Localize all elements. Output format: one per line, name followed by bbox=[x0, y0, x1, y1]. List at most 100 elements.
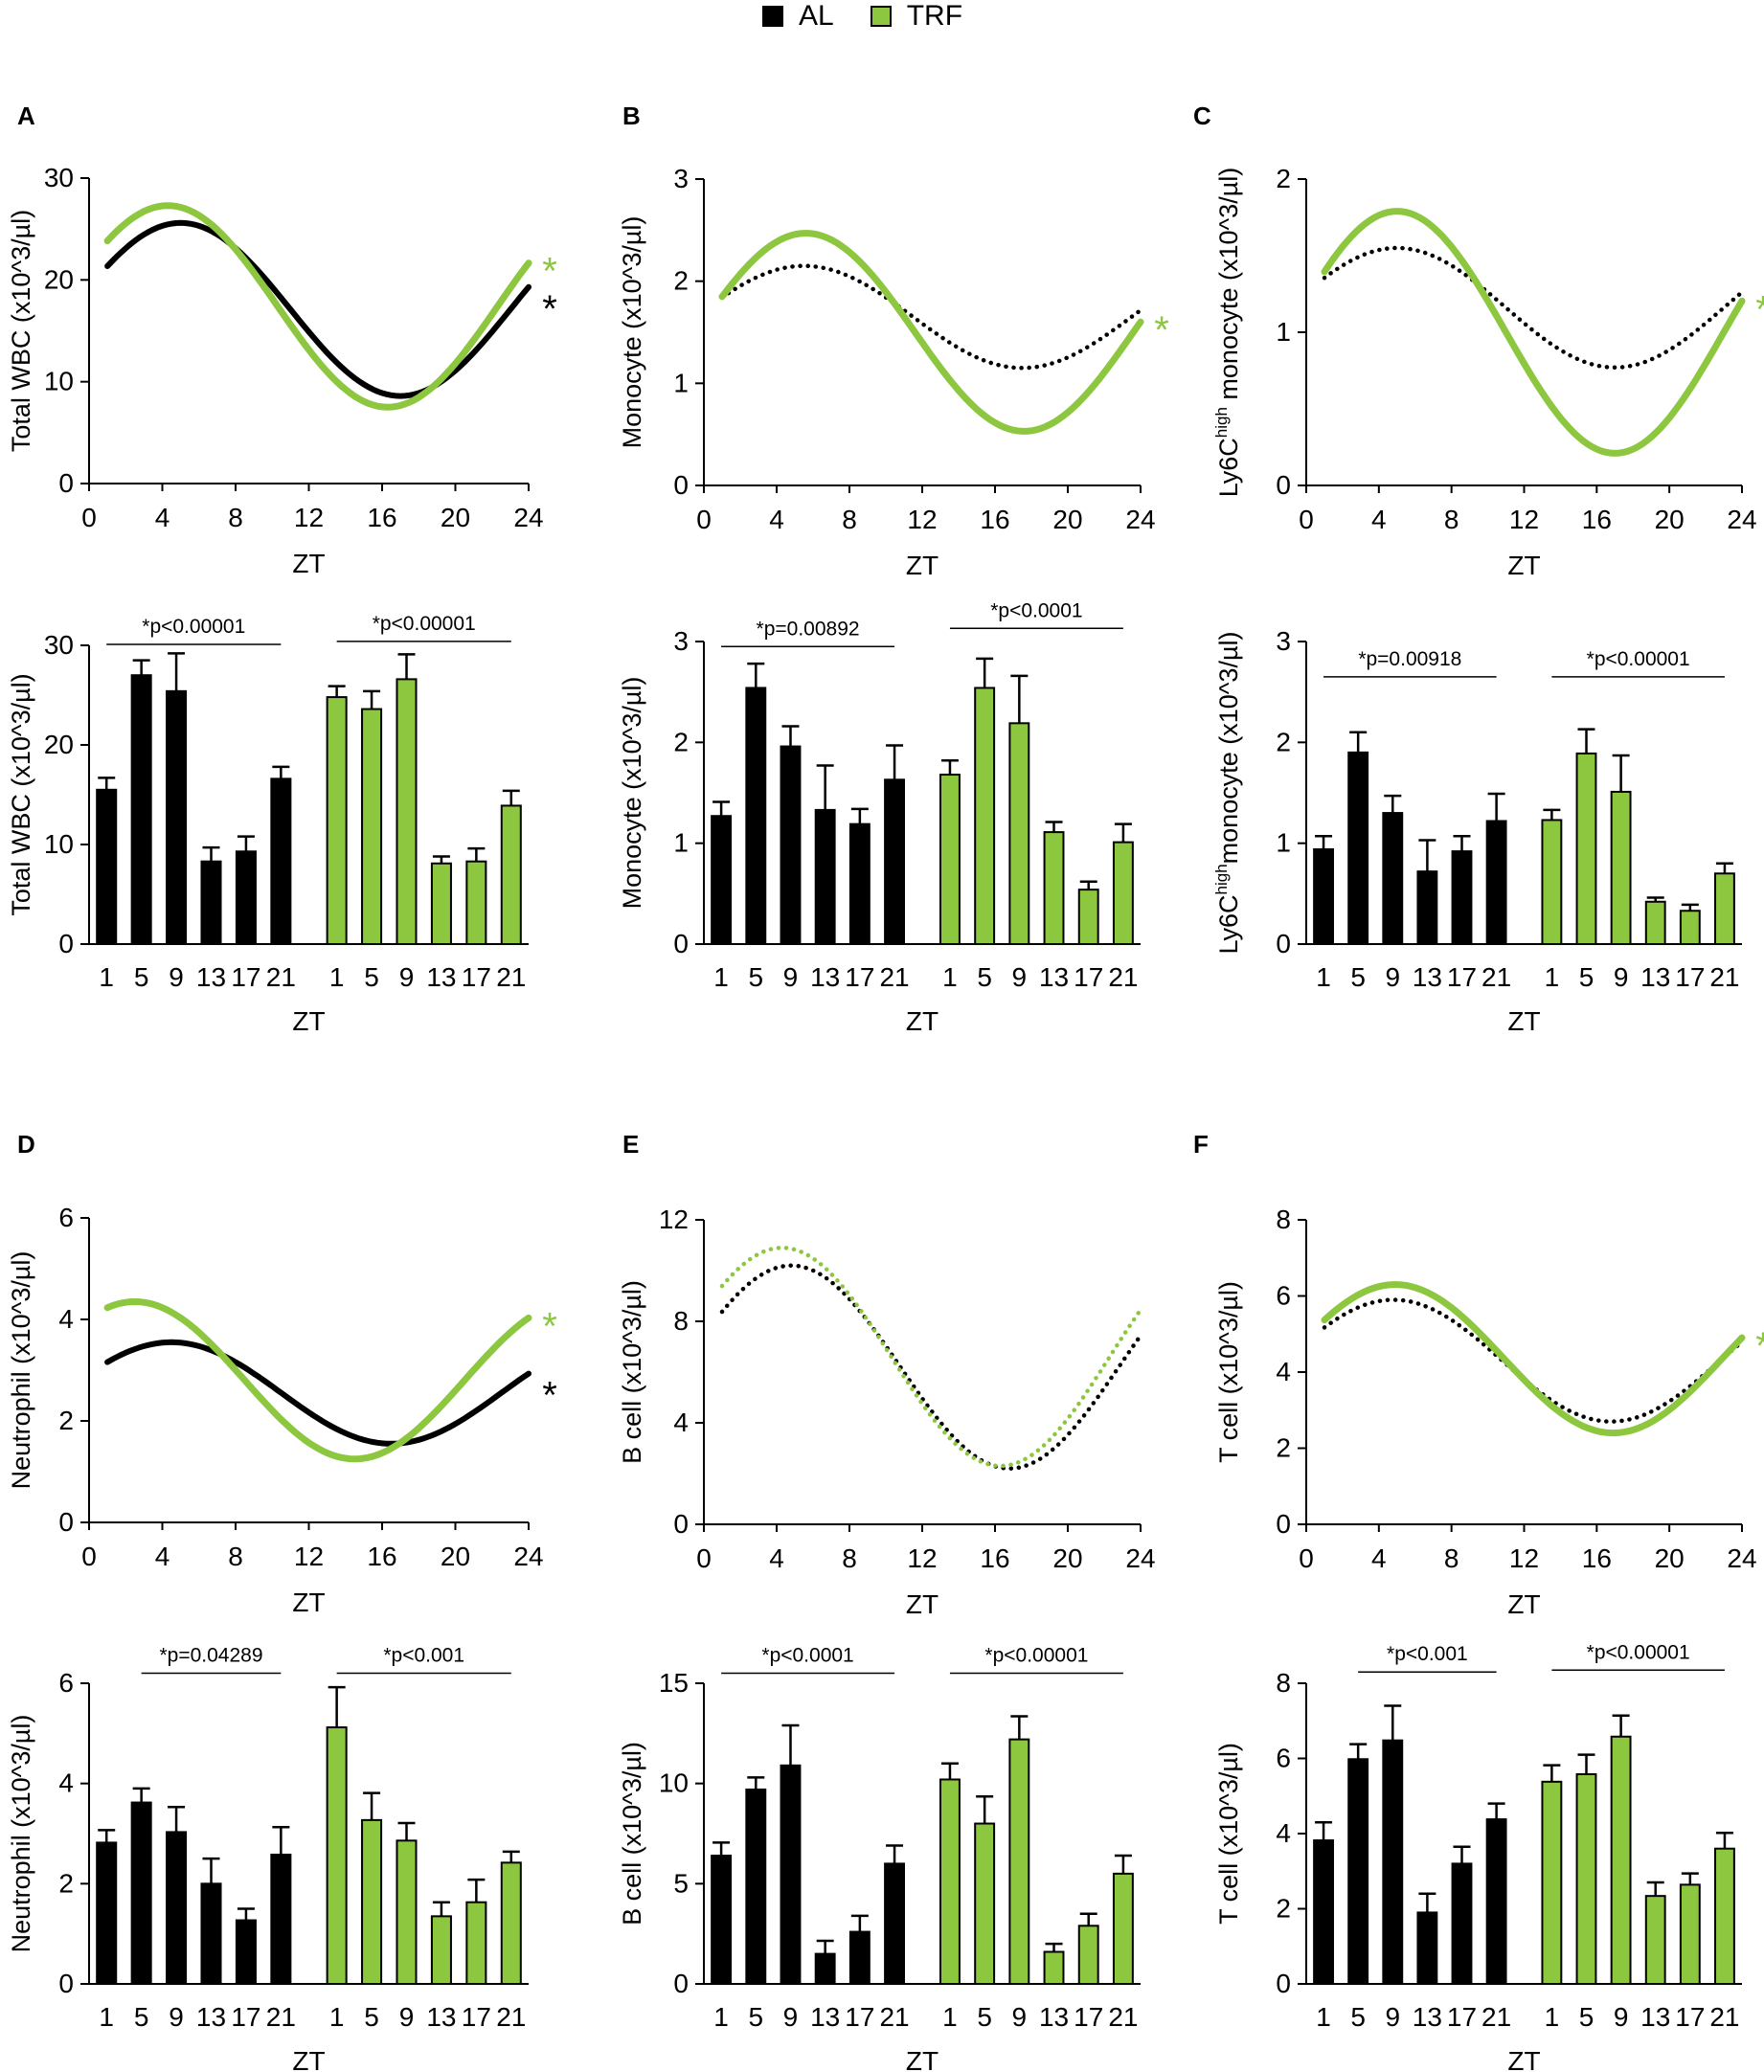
bar-al-zt13 bbox=[200, 860, 222, 945]
x-tick-label: 17 bbox=[231, 2002, 260, 2032]
bar-trf-zt13 bbox=[1644, 900, 1666, 946]
y-axis-label: Monocyte (x10^3/µl) bbox=[618, 677, 646, 910]
significance-marker-trf: * bbox=[1154, 309, 1169, 351]
significance-label: *p<0.00001 bbox=[984, 1645, 1088, 1667]
x-axis-label: ZT bbox=[1507, 2046, 1540, 2072]
x-tick-label: 13 bbox=[426, 962, 456, 992]
x-tick-label: 1 bbox=[99, 962, 114, 992]
x-tick-label: 4 bbox=[155, 1542, 170, 1571]
bar-al-zt5 bbox=[745, 687, 767, 945]
y-tick-label: 3 bbox=[673, 164, 689, 193]
x-tick-label: 21 bbox=[266, 2002, 296, 2032]
y-tick-label: 0 bbox=[1276, 470, 1291, 500]
x-tick-label: 17 bbox=[231, 962, 260, 992]
y-tick-label: 0 bbox=[58, 1969, 74, 1998]
bar-trf-zt5 bbox=[974, 687, 996, 945]
bar-trf-zt5 bbox=[1575, 1772, 1597, 1985]
x-tick-label: 9 bbox=[399, 962, 415, 992]
panel-letter-a: A bbox=[17, 101, 35, 130]
y-tick-label: 0 bbox=[58, 468, 74, 498]
y-tick-label: 10 bbox=[44, 829, 74, 859]
x-tick-label: 17 bbox=[462, 962, 491, 992]
x-tick-label: 1 bbox=[942, 2002, 958, 2032]
bar-trf-zt9 bbox=[396, 1839, 418, 1985]
x-tick-label: 17 bbox=[1447, 962, 1477, 992]
x-axis-label: ZT bbox=[292, 549, 325, 578]
bar-trf-zt1 bbox=[326, 696, 348, 946]
y-tick-label: 10 bbox=[659, 1768, 689, 1798]
bar-trf-zt1 bbox=[1541, 819, 1563, 945]
bar-al-zt13 bbox=[200, 1882, 222, 1986]
y-tick-label: 10 bbox=[44, 367, 74, 396]
y-tick-label: 4 bbox=[1276, 1357, 1291, 1386]
bar-al-zt9 bbox=[1382, 812, 1404, 945]
series-line-trf bbox=[718, 230, 1144, 435]
x-tick-label: 12 bbox=[294, 1542, 324, 1571]
bar-trf-zt17 bbox=[465, 860, 487, 945]
x-tick-label: 0 bbox=[1299, 1543, 1314, 1573]
y-tick-label: 0 bbox=[673, 470, 689, 500]
x-tick-label: 1 bbox=[329, 2002, 345, 2032]
bar-al-zt13 bbox=[1416, 870, 1438, 945]
y-tick-label: 2 bbox=[1276, 727, 1291, 756]
x-tick-label: 5 bbox=[134, 2002, 149, 2032]
y-tick-label: 3 bbox=[1276, 626, 1291, 656]
series-line-al bbox=[104, 1339, 531, 1447]
significance-label: *p<0.00001 bbox=[1587, 1641, 1690, 1663]
bar-al-zt13 bbox=[814, 1952, 836, 1985]
x-tick-label: 0 bbox=[81, 503, 97, 532]
y-tick-label: 2 bbox=[1276, 164, 1291, 193]
x-tick-label: 17 bbox=[462, 2002, 491, 2032]
x-tick-label: 8 bbox=[228, 1542, 243, 1571]
x-tick-label: 17 bbox=[1074, 962, 1103, 992]
x-tick-label: 13 bbox=[1039, 2002, 1069, 2032]
bar-trf-zt5 bbox=[974, 1822, 996, 1985]
x-tick-label: 1 bbox=[942, 962, 958, 992]
x-tick-label: 9 bbox=[783, 2002, 799, 2032]
x-tick-label: 24 bbox=[513, 503, 543, 532]
bar-al-zt5 bbox=[1347, 751, 1369, 945]
x-tick-label: 5 bbox=[748, 2002, 763, 2032]
panel-letter-f: F bbox=[1193, 1130, 1209, 1159]
x-tick-label: 20 bbox=[441, 1542, 470, 1571]
x-tick-label: 9 bbox=[783, 962, 799, 992]
x-tick-label: 0 bbox=[1299, 505, 1314, 534]
x-tick-label: 12 bbox=[1509, 505, 1539, 534]
y-axis-label: Total WBC (x10^3/µl) bbox=[7, 673, 35, 915]
x-tick-label: 16 bbox=[1582, 1543, 1612, 1573]
x-tick-label: 16 bbox=[980, 505, 1009, 534]
significance-label: *p<0.001 bbox=[1387, 1643, 1468, 1665]
line-chart-e: 0 4 8 12 0 4 8 12 16 20 24 ZT B cell (x10^3/µl) bbox=[618, 1205, 1156, 1619]
bar-al-zt5 bbox=[1347, 1758, 1369, 1986]
significance-label: *p=0.00918 bbox=[1358, 648, 1461, 670]
x-tick-label: 12 bbox=[907, 1543, 937, 1573]
x-tick-label: 13 bbox=[196, 2002, 226, 2032]
bar-trf-zt13 bbox=[1043, 1950, 1065, 1986]
x-tick-label: 1 bbox=[713, 2002, 729, 2032]
significance-label: *p=0.00892 bbox=[757, 618, 860, 640]
legend-item-al: AL bbox=[762, 0, 834, 33]
x-tick-label: 1 bbox=[713, 962, 729, 992]
bar-al-zt17 bbox=[1451, 850, 1473, 945]
bar-trf-zt9 bbox=[396, 678, 418, 945]
bar-trf-zt1 bbox=[939, 774, 961, 945]
y-tick-label: 6 bbox=[1276, 1281, 1291, 1311]
bar-trf-zt17 bbox=[1679, 910, 1701, 945]
y-axis-label: Ly6Chigh monocyte (x10^3/µl) bbox=[1212, 168, 1243, 498]
bar-trf-zt9 bbox=[1008, 1738, 1030, 1985]
bar-al-zt17 bbox=[235, 1919, 257, 1985]
x-tick-label: 13 bbox=[810, 2002, 840, 2032]
panel-letter-c: C bbox=[1193, 101, 1211, 130]
y-axis-label: Total WBC (x10^3/µl) bbox=[7, 210, 35, 452]
x-tick-label: 4 bbox=[769, 505, 784, 534]
y-tick-label: 12 bbox=[659, 1205, 689, 1234]
y-tick-label: 1 bbox=[673, 828, 689, 858]
y-axis-label: Neutrophil (x10^3/µl) bbox=[7, 1251, 35, 1490]
x-tick-label: 9 bbox=[1614, 962, 1629, 992]
x-tick-label: 8 bbox=[842, 1543, 857, 1573]
